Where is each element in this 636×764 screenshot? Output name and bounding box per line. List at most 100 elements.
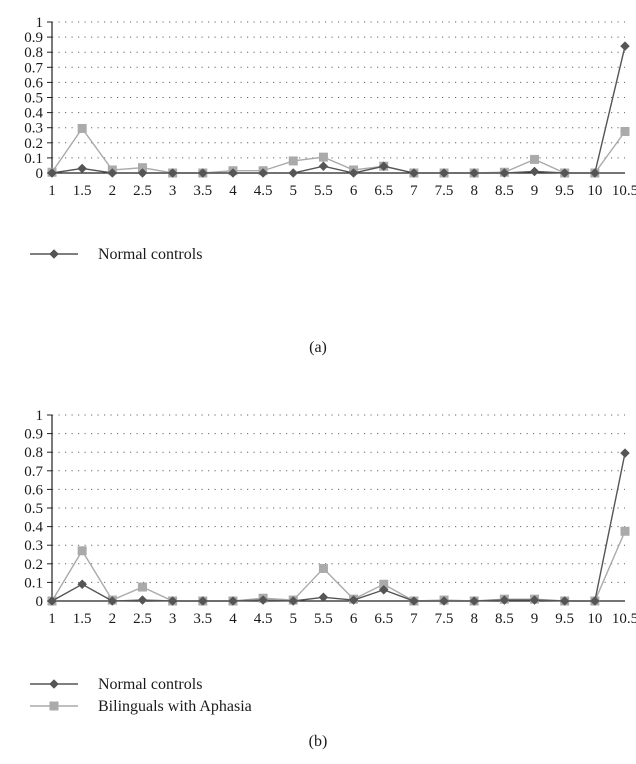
data-point-diamond [77, 163, 88, 174]
data-point-diamond [107, 596, 118, 606]
data-point-diamond [258, 168, 268, 178]
data-point-diamond [288, 168, 299, 178]
data-point-square [530, 154, 540, 164]
data-point-diamond [47, 596, 57, 606]
data-point-square [288, 156, 298, 166]
panel-b: 0 0.1 0.2 0.3 0.4 0.5 0.6 0.7 0.8 0.9 1 1 1.5 2 2.5 3 3.… [24, 408, 636, 750]
x-tick-label: 10 [587, 611, 602, 627]
x-tick-label: 6 [350, 611, 358, 627]
series-line [51, 530, 626, 602]
data-point-diamond [469, 168, 480, 178]
x-tick-label: 10.5 [612, 183, 636, 199]
y-tick-label: 1 [36, 408, 44, 424]
y-tick-label: 0.1 [24, 575, 43, 591]
data-point-square [77, 123, 87, 133]
data-point-diamond [348, 595, 359, 605]
data-point-square [620, 126, 630, 136]
legend-diamond-marker [49, 249, 59, 259]
data-point-diamond [318, 592, 329, 603]
series-line [51, 45, 626, 174]
data-point-square [318, 152, 328, 162]
y-tick-label: 0.3 [24, 538, 43, 554]
data-point-diamond [258, 595, 268, 605]
series-0 [47, 41, 630, 178]
x-tick-label: 9.5 [555, 183, 574, 199]
x-tick-label: 8.5 [495, 183, 514, 199]
x-tick-label: 9 [531, 611, 539, 627]
legend-entry: Normal controls [30, 246, 202, 263]
y-tick-label: 0 [36, 166, 44, 182]
y-tick-label: 0.1 [24, 151, 43, 167]
data-point-diamond [348, 168, 359, 178]
y-tick-label: 0.7 [24, 60, 43, 76]
y-tick-label: 0.9 [24, 30, 43, 46]
panel-label: (b) [309, 733, 328, 750]
y-tick-label: 0.2 [24, 557, 43, 573]
legend-label: Bilinguals with Aphasia [98, 698, 252, 715]
data-point-diamond [167, 596, 178, 606]
data-point-diamond [499, 595, 510, 605]
x-tick-label: 3 [169, 183, 177, 199]
data-point-square [137, 582, 147, 592]
x-tick-label: 7.5 [435, 183, 454, 199]
x-tick-label: 8.5 [495, 611, 514, 627]
data-point-diamond [409, 168, 419, 178]
y-tick-label: 0.8 [24, 45, 43, 61]
legend-diamond-marker [49, 679, 59, 689]
x-tick-label: 1 [48, 611, 56, 627]
y-tick-label: 0.6 [24, 482, 43, 498]
x-tick-label: 2 [109, 611, 117, 627]
series-0 [47, 448, 630, 606]
data-point-diamond [77, 579, 88, 590]
data-point-diamond [620, 448, 630, 458]
series-line [51, 452, 626, 602]
x-tick-label: 1.5 [73, 183, 92, 199]
x-tick-label: 10 [587, 183, 602, 199]
x-tick-label: 7 [410, 611, 418, 627]
series-line [51, 127, 626, 174]
data-point-diamond [107, 168, 118, 178]
legend: Normal controls [30, 246, 202, 263]
panel-a: 00.10.20.30.40.50.60.70.80.911 1.5 2 2.5 3 3.… [24, 15, 636, 356]
data-point-diamond [559, 168, 570, 178]
x-tick-label: 7 [410, 183, 418, 199]
y-tick-label: 0.4 [24, 520, 43, 536]
data-point-diamond [529, 166, 540, 177]
x-tick-label: 2 [109, 183, 117, 199]
x-tick-label: 5 [290, 611, 298, 627]
x-tick-label: 6.5 [374, 611, 393, 627]
data-point-square [620, 526, 630, 536]
y-tick-label: 0.7 [24, 464, 43, 480]
grid [52, 414, 625, 583]
legend-entry: Normal controls [30, 676, 202, 693]
data-point-diamond [439, 596, 449, 606]
data-point-diamond [378, 584, 389, 595]
data-point-diamond [228, 168, 238, 178]
x-tick-label: 5 [290, 183, 298, 199]
legend-entry: Bilinguals with Aphasia [30, 698, 252, 715]
x-tick-label: 3 [169, 611, 177, 627]
data-point-diamond [167, 168, 178, 178]
x-tick-label: 9 [531, 183, 539, 199]
data-point-diamond [589, 596, 600, 606]
grid [52, 21, 625, 159]
data-point-diamond [318, 161, 329, 172]
x-tick-label: 2.5 [133, 183, 152, 199]
x-tick-label: 7.5 [435, 611, 454, 627]
data-point-diamond [137, 595, 148, 605]
legend-label: Normal controls [98, 676, 202, 693]
x-tick-label: 8 [470, 183, 478, 199]
data-point-diamond [197, 596, 208, 606]
data-point-diamond [559, 596, 570, 606]
y-tick-label: 0.5 [24, 91, 43, 107]
legend-label: Normal controls [98, 246, 202, 263]
x-tick-label: 3.5 [193, 611, 212, 627]
y-tick-label: 0.3 [24, 121, 43, 137]
legend: Normal controls Bilinguals with Aphasia [30, 676, 252, 715]
y-tick-label: 0.8 [24, 445, 43, 461]
series-1 [47, 526, 630, 606]
x-tick-label: 5.5 [314, 183, 333, 199]
x-tick-label: 1 [48, 183, 56, 199]
y-tick-label: 0.5 [24, 501, 43, 517]
y-tick-label: 0.6 [24, 75, 43, 91]
